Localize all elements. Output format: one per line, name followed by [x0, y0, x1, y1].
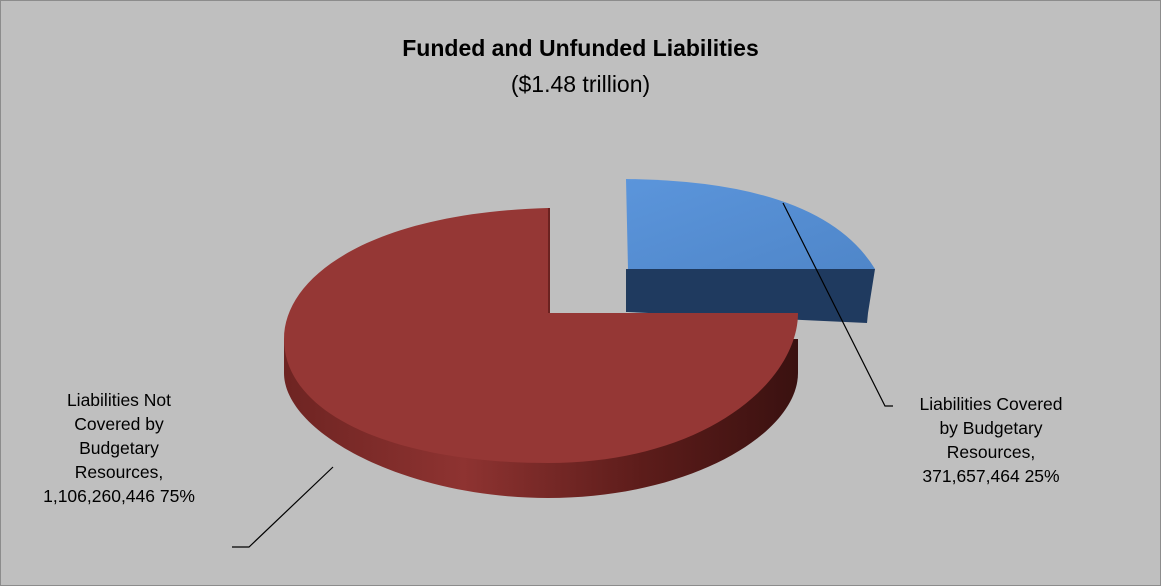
data-label-line: Budgetary: [79, 438, 159, 458]
chart-title: Funded and Unfunded Liabilities: [402, 35, 759, 61]
data-label-line: Liabilities Covered: [919, 394, 1063, 414]
slice-covered-side: [628, 269, 875, 323]
data-label-line: by Budgetary: [939, 418, 1043, 438]
data-label-line: Liabilities Not: [66, 390, 172, 410]
leader-line-not-covered: [232, 466, 334, 548]
data-label-not-covered: Liabilities Not Covered by Budgetary Res…: [9, 388, 229, 508]
data-label-line: Resources,: [946, 442, 1036, 462]
slice-not-covered-cut: [548, 208, 550, 313]
chart-subtitle: ($1.48 trillion): [510, 71, 651, 97]
data-label-covered: Liabilities Covered by Budgetary Resourc…: [886, 392, 1096, 488]
data-label-line: 371,657,464 25%: [922, 466, 1060, 486]
leader-line-covered: [782, 202, 893, 407]
slice-not-covered: [284, 208, 798, 463]
data-label-line: 1,106,260,446 75%: [43, 486, 195, 506]
slice-covered: [626, 179, 875, 269]
data-label-line: Resources,: [74, 462, 164, 482]
slice-covered-side-inner: [626, 179, 628, 312]
data-label-line: Covered by: [74, 414, 164, 434]
